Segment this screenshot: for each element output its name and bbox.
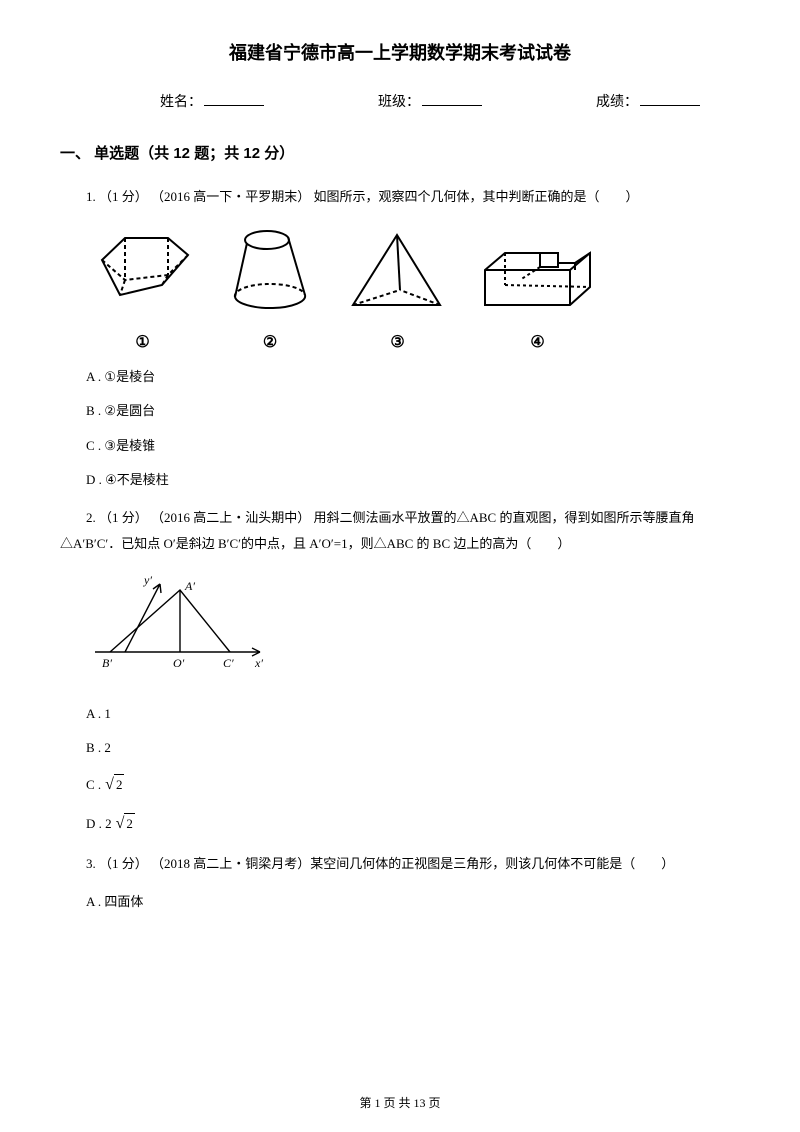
meta-score-label: 成绩： [596,92,638,113]
q2-option-d: D . 2 √2 [60,812,740,836]
sqrt-sign: √ [105,773,114,797]
axis-B-label: B′ [102,656,112,670]
shape-1-label: ① [90,331,195,355]
page-footer: 第 1 页 共 13 页 [0,1094,800,1112]
pentagonal-solid-icon [90,230,195,320]
q2-c-prefix: C . [86,775,101,795]
notched-prism-icon [480,245,595,320]
axis-y-label: y′ [143,573,152,587]
question-1: 1. （1 分） （2016 高一下・平罗期末） 如图所示，观察四个几何体，其中… [60,184,740,210]
axis-O-label: O′ [173,656,185,670]
axis-figure: y′ A′ B′ O′ C′ x′ [90,572,740,689]
axis-x-label: x′ [254,656,263,670]
frustum-icon [225,225,315,320]
shapes-row: ① ② ③ [90,225,740,355]
tetrahedron-icon [345,230,450,320]
section-header: 一、 单选题（共 12 题；共 12 分） [60,143,740,166]
meta-name: 姓名： [160,92,264,113]
blank-line [204,105,264,106]
q3-option-a: A . 四面体 [60,892,740,912]
shape-4-label: ④ [480,331,595,355]
meta-class-label: 班级： [378,92,420,113]
sqrt-sign: √ [116,812,125,836]
oblique-triangle-icon: y′ A′ B′ O′ C′ x′ [90,572,270,682]
q1-option-b: B . ②是圆台 [60,401,740,421]
meta-row: 姓名： 班级： 成绩： [160,92,700,113]
shape-3: ③ [345,230,450,355]
q1-option-a: A . ①是棱台 [60,367,740,387]
shape-2-label: ② [225,331,315,355]
q2-d-prefix: D . 2 [86,814,112,834]
shape-4: ④ [480,245,595,355]
sqrt-expr: √2 [105,773,124,797]
blank-line [640,105,700,106]
meta-name-label: 姓名： [160,92,202,113]
sqrt-expr: √2 [116,812,135,836]
shape-2: ② [225,225,315,355]
question-2: 2. （1 分） （2016 高二上・汕头期中） 用斜二侧法画水平放置的△ABC… [60,505,740,557]
meta-score: 成绩： [596,92,700,113]
q2-option-b: B . 2 [60,738,740,758]
page-title: 福建省宁德市高一上学期数学期末考试试卷 [60,40,740,67]
sqrt-content: 2 [114,774,125,795]
axis-A-label: A′ [184,579,195,593]
shape-3-label: ③ [345,331,450,355]
shape-1: ① [90,230,195,355]
blank-line [422,105,482,106]
sqrt-content: 2 [124,813,135,834]
q1-option-d: D . ④不是棱柱 [60,470,740,490]
q2-option-a: A . 1 [60,704,740,724]
q1-option-c: C . ③是棱锥 [60,436,740,456]
meta-class: 班级： [378,92,482,113]
q2-option-c: C . √2 [60,773,740,797]
question-3: 3. （1 分） （2018 高二上・铜梁月考）某空间几何体的正视图是三角形，则… [60,851,740,877]
axis-C-label: C′ [223,656,234,670]
